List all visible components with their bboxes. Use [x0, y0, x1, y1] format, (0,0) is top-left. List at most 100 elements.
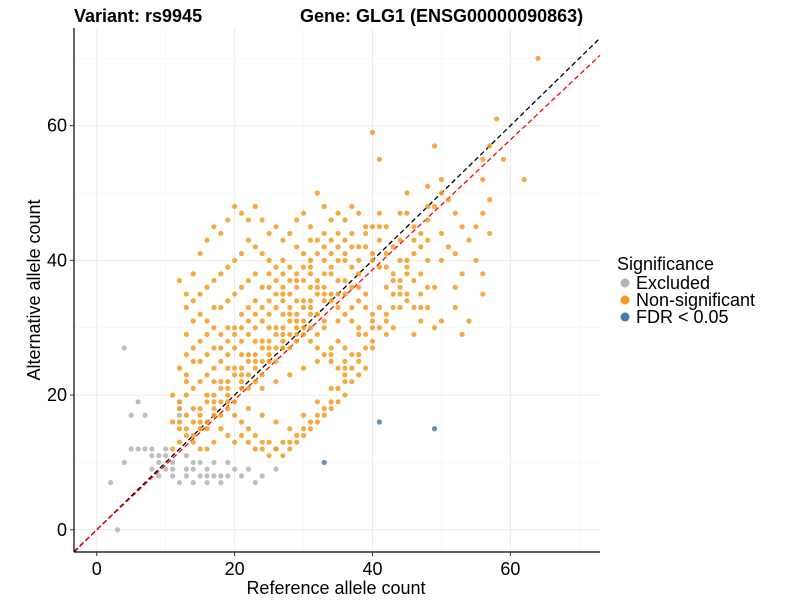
point-non-significant: [183, 412, 189, 418]
point-non-significant: [197, 291, 203, 297]
point-non-significant: [252, 378, 258, 385]
point-non-significant: [190, 439, 196, 445]
point-excluded: [176, 412, 183, 418]
point-non-significant: [363, 224, 369, 230]
point-non-significant: [383, 331, 389, 338]
point-non-significant: [431, 325, 438, 331]
point-non-significant: [335, 318, 341, 324]
point-non-significant: [266, 257, 272, 263]
point-non-significant: [466, 318, 472, 324]
point-non-significant: [349, 264, 355, 270]
point-non-significant: [390, 325, 396, 331]
point-non-significant: [376, 264, 382, 270]
point-excluded: [238, 473, 245, 479]
point-non-significant: [294, 284, 300, 290]
point-non-significant: [452, 210, 458, 216]
point-non-significant: [328, 358, 334, 364]
point-non-significant: [411, 304, 417, 311]
point-non-significant: [342, 392, 348, 398]
point-non-significant: [238, 372, 245, 378]
point-non-significant: [383, 284, 389, 290]
point-non-significant: [183, 331, 189, 338]
point-non-significant: [232, 399, 238, 405]
point-non-significant: [342, 217, 348, 223]
point-non-significant: [307, 419, 314, 425]
point-non-significant: [204, 331, 210, 338]
point-non-significant: [211, 304, 217, 311]
point-non-significant: [411, 237, 417, 243]
point-non-significant: [363, 291, 369, 297]
point-non-significant: [183, 291, 189, 297]
point-non-significant: [190, 432, 196, 439]
point-non-significant: [280, 453, 286, 459]
point-non-significant: [383, 264, 389, 270]
point-non-significant: [335, 365, 341, 371]
point-non-significant: [259, 372, 265, 378]
point-non-significant: [197, 358, 203, 364]
point-non-significant: [245, 426, 252, 432]
point-non-significant: [197, 338, 203, 344]
point-non-significant: [328, 345, 334, 351]
point-excluded: [245, 466, 252, 472]
point-non-significant: [294, 338, 300, 344]
point-non-significant: [232, 331, 238, 338]
point-non-significant: [204, 284, 210, 290]
point-non-significant: [252, 446, 258, 452]
point-excluded: [225, 473, 231, 479]
point-non-significant: [314, 251, 320, 257]
point-non-significant: [183, 378, 189, 385]
point-non-significant: [259, 385, 265, 391]
point-non-significant: [266, 345, 272, 351]
point-non-significant: [266, 298, 272, 304]
point-non-significant: [218, 230, 224, 237]
point-non-significant: [473, 257, 479, 263]
point-non-significant: [238, 378, 245, 385]
x-tick-label: 20: [225, 559, 245, 579]
point-non-significant: [238, 210, 245, 216]
point-non-significant: [369, 318, 376, 324]
point-non-significant: [466, 237, 472, 243]
chart-title-gene: Gene: GLG1 (ENSG00000090863): [300, 6, 583, 26]
point-excluded: [252, 480, 258, 486]
point-non-significant: [204, 399, 210, 405]
point-non-significant: [321, 298, 327, 304]
point-non-significant: [418, 291, 424, 297]
legend-title: Significance: [617, 254, 714, 274]
point-non-significant: [307, 237, 314, 243]
point-non-significant: [425, 284, 431, 290]
point-non-significant: [356, 271, 362, 277]
point-non-significant: [294, 217, 300, 223]
point-non-significant: [204, 372, 210, 378]
point-non-significant: [328, 385, 334, 391]
point-non-significant: [176, 399, 183, 405]
point-non-significant: [328, 352, 334, 358]
point-non-significant: [342, 251, 348, 257]
point-non-significant: [349, 284, 355, 290]
point-non-significant: [328, 271, 334, 277]
point-non-significant: [349, 378, 355, 385]
point-non-significant: [397, 257, 403, 263]
point-non-significant: [307, 325, 314, 331]
point-non-significant: [335, 338, 341, 344]
point-non-significant: [176, 426, 183, 432]
data-points: [107, 55, 541, 533]
point-non-significant: [411, 277, 417, 284]
point-non-significant: [314, 399, 320, 405]
point-non-significant: [245, 358, 252, 364]
point-excluded: [142, 446, 148, 452]
point-non-significant: [287, 372, 293, 378]
point-non-significant: [211, 365, 217, 371]
point-non-significant: [190, 318, 196, 324]
point-non-significant: [176, 439, 183, 445]
point-non-significant: [356, 244, 362, 250]
point-non-significant: [356, 257, 362, 263]
point-non-significant: [197, 378, 203, 385]
point-non-significant: [300, 365, 307, 371]
point-non-significant: [321, 352, 327, 358]
point-non-significant: [300, 210, 307, 216]
point-non-significant: [418, 304, 424, 311]
y-tick-label: 0: [57, 520, 67, 540]
point-non-significant: [183, 392, 189, 398]
point-non-significant: [445, 197, 451, 203]
